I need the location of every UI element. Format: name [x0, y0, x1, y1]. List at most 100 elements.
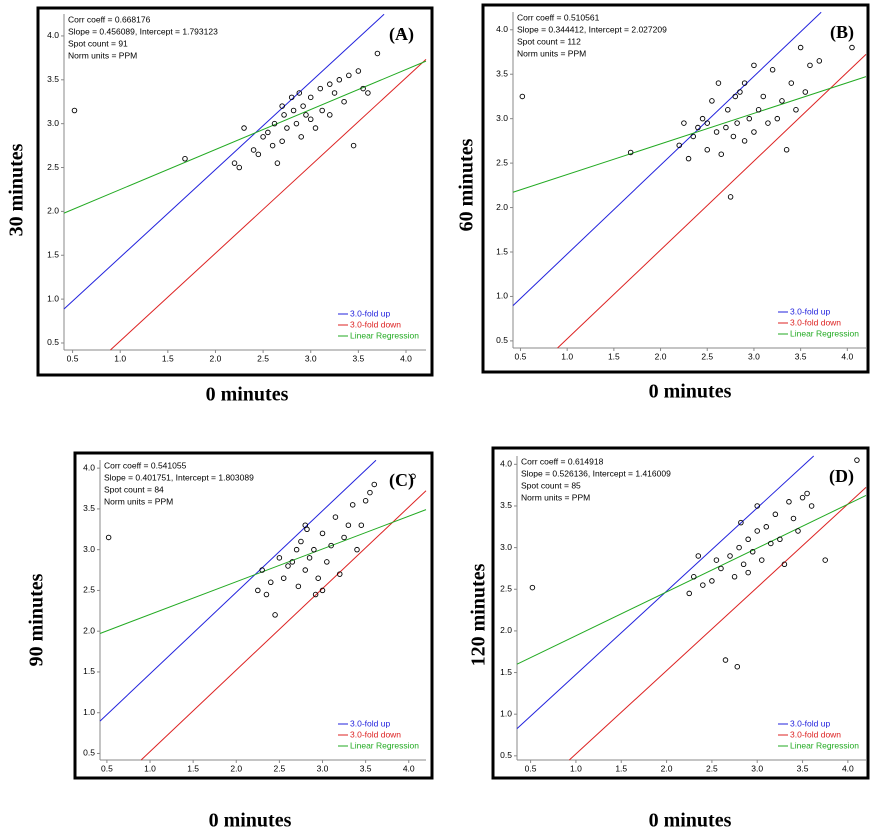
data-point	[274, 160, 281, 166]
data-point	[709, 98, 715, 104]
reference-line	[63, 60, 427, 214]
stat-annotation: Norm units = PPM	[68, 50, 137, 60]
x-tick-label: 3.5	[797, 763, 809, 773]
y-tick-label: 4.0	[83, 462, 95, 472]
data-point	[255, 587, 261, 594]
data-point	[260, 134, 266, 140]
data-point	[365, 90, 371, 96]
data-point	[519, 93, 526, 100]
y-tick-label: 3.0	[496, 113, 508, 123]
data-point	[293, 546, 300, 553]
data-point	[358, 522, 365, 528]
data-point	[797, 44, 804, 51]
data-point	[745, 536, 751, 543]
data-point	[799, 494, 806, 501]
data-point	[281, 112, 287, 118]
y-tick-label: 1.5	[496, 246, 508, 256]
data-point	[271, 120, 278, 127]
stat-annotation: Norm units = PPM	[104, 496, 173, 506]
data-point	[346, 72, 352, 79]
data-point	[302, 567, 309, 573]
y-tick-label: 2.0	[83, 625, 95, 635]
data-point	[324, 559, 330, 565]
reference-line	[512, 11, 822, 306]
data-point	[327, 81, 333, 87]
data-point	[725, 107, 731, 113]
x-tick-label: 0.5	[525, 763, 537, 773]
x-tick-label: 1.0	[561, 351, 573, 361]
y-tick-label: 2.0	[47, 206, 59, 216]
legend-label: Linear Regression	[790, 328, 859, 338]
data-point	[374, 50, 381, 57]
panel-border	[36, 6, 434, 377]
panel-border	[491, 446, 870, 780]
data-point	[272, 612, 278, 618]
data-point	[331, 90, 338, 96]
x-tick-label: 3.5	[360, 763, 372, 773]
data-point	[263, 591, 270, 598]
y-tick-label: 1.0	[83, 707, 95, 717]
data-point	[768, 540, 774, 547]
data-point	[765, 120, 771, 126]
data-point	[182, 156, 188, 162]
x-tick-label: 1.5	[162, 353, 174, 363]
data-point	[691, 574, 697, 580]
data-point	[737, 89, 743, 95]
data-point	[854, 457, 860, 463]
data-point	[259, 567, 265, 573]
data-point	[307, 94, 314, 101]
data-point	[723, 124, 729, 131]
y-tick-label: 3.0	[47, 118, 59, 128]
data-point	[722, 657, 729, 663]
data-point	[802, 89, 809, 95]
data-point	[279, 138, 285, 144]
data-point	[410, 473, 416, 480]
data-point	[265, 129, 271, 136]
y-axis-label: 60 minutes	[456, 138, 478, 231]
legend-label: 3.0-fold up	[350, 308, 390, 318]
y-tick-label: 1.0	[500, 708, 512, 718]
legend-label: 3.0-fold down	[790, 317, 841, 327]
data-point	[319, 587, 326, 594]
data-point	[731, 574, 738, 580]
data-point	[732, 93, 739, 100]
data-point	[718, 151, 725, 157]
x-tick-label: 0.5	[101, 763, 113, 773]
y-tick-label: 1.0	[47, 293, 59, 303]
y-axis-label: 90 minutes	[26, 573, 48, 666]
data-point	[736, 544, 742, 551]
data-point	[300, 103, 306, 109]
y-tick-label: 0.5	[47, 337, 59, 347]
x-tick-label: 2.5	[257, 353, 269, 363]
data-point	[786, 499, 792, 505]
y-tick-label: 3.0	[500, 542, 512, 552]
data-point	[345, 522, 352, 528]
data-point	[285, 563, 291, 569]
data-point	[306, 555, 313, 561]
y-tick-label: 3.5	[496, 68, 508, 78]
data-point	[336, 77, 343, 83]
x-tick-label: 2.5	[706, 763, 718, 773]
panel: 0.5 1.0 1.5 2.0 2.5 3.0 3.5 4.0 0.5 1.0 1.5 2.0 2.5 3…	[6, 6, 434, 406]
y-tick-label: 2.0	[500, 625, 512, 635]
y-tick-label: 2.5	[47, 162, 59, 172]
data-point	[307, 116, 314, 123]
data-point	[231, 160, 238, 166]
y-axis-label: 30 minutes	[6, 143, 28, 236]
stat-annotation: Corr coeff = 0.510561	[517, 12, 600, 22]
data-point	[751, 62, 757, 69]
y-tick-label: 2.5	[83, 585, 95, 595]
panel: 0.5 1.0 1.5 2.0 2.5 3.0 3.5 4.0 0.5 1.0 1.5 2.0 2.5 3…	[456, 3, 870, 403]
data-point	[71, 107, 78, 114]
x-axis-label: 0 minutes	[649, 810, 732, 832]
data-point	[298, 134, 304, 140]
x-tick-label: 1.5	[187, 763, 199, 773]
data-point	[371, 481, 378, 488]
reference-line	[140, 490, 427, 761]
stat-annotation: Corr coeff = 0.541055	[104, 460, 187, 470]
stat-annotation: Slope = 0.526136, Intercept = 1.416009	[521, 468, 671, 478]
y-tick-label: 2.5	[500, 584, 512, 594]
x-tick-label: 3.0	[751, 763, 763, 773]
data-point	[760, 93, 767, 100]
